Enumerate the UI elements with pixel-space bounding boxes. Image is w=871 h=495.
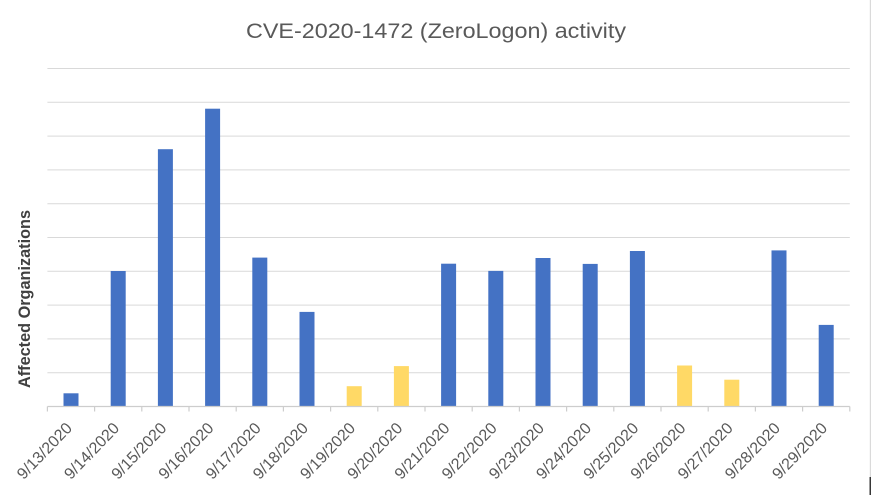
svg-text:CVE-2020-1472 (ZeroLogon) acti: CVE-2020-1472 (ZeroLogon) activity <box>246 20 626 43</box>
svg-text:Affected Organizations: Affected Organizations <box>16 210 34 388</box>
